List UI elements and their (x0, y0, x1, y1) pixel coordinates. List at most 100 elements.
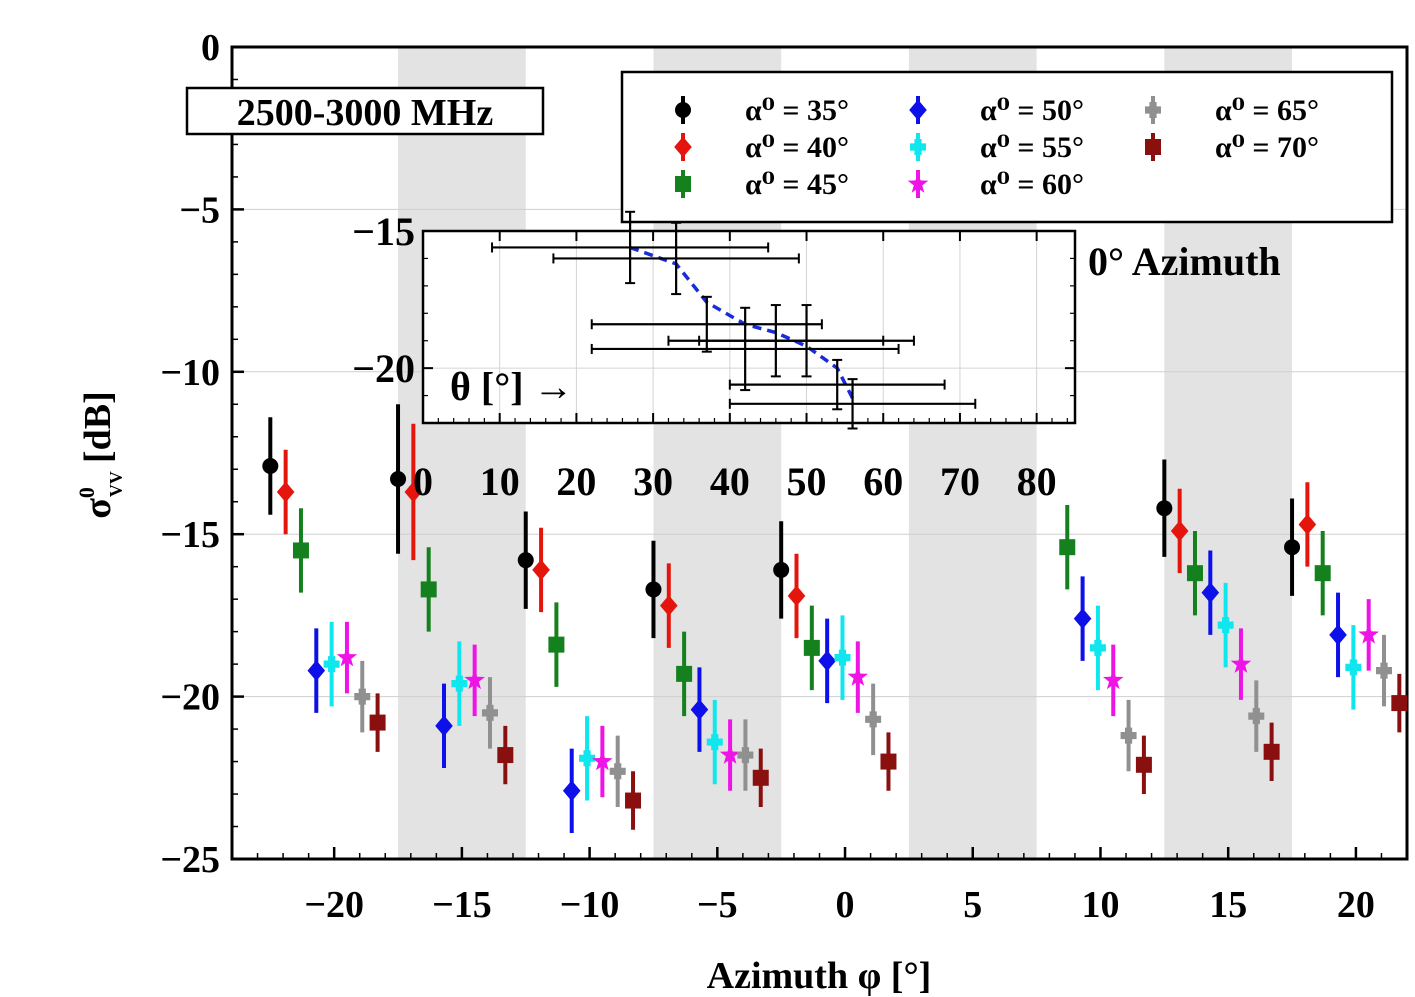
inset-frame (421, 229, 1077, 425)
data-point-marker (390, 470, 407, 487)
legend-label: α⁰ = 45° (745, 168, 849, 201)
data-point-marker (262, 457, 279, 474)
data-point-marker (847, 666, 869, 686)
data-point-marker (1135, 756, 1152, 773)
inset-data-point (491, 210, 770, 285)
x-tick-label: 0 (836, 884, 855, 926)
x-tick-label: 10 (1081, 884, 1119, 926)
data-point-marker (1103, 669, 1124, 690)
x-tick-label: −5 (697, 884, 738, 926)
inset-x-tick-label: 20 (556, 459, 596, 504)
data-point-marker (435, 715, 453, 737)
inset-y-tick-label: −15 (352, 209, 415, 254)
data-point-marker (803, 639, 820, 656)
legend-label: α⁰ = 60° (980, 168, 1084, 201)
inset-data-point (728, 358, 946, 411)
data-point-marker (609, 763, 626, 780)
legend-label: α⁰ = 35° (745, 94, 849, 127)
data-point-marker (497, 747, 514, 764)
data-point-marker (1186, 565, 1203, 582)
inset-x-tick-label: 80 (1017, 459, 1057, 504)
y-axis-label: σ0 VV [dB] (74, 391, 126, 518)
series-plus (354, 634, 1393, 808)
shaded-band (398, 47, 526, 859)
inset-data-point (728, 378, 977, 430)
data-point-marker (451, 675, 468, 692)
data-point-marker (1284, 539, 1301, 556)
data-point-marker (292, 542, 309, 559)
y-tick-label: −20 (160, 677, 220, 719)
data-point-marker (690, 699, 709, 720)
inset-fit-curve (629, 245, 855, 400)
series-layer (262, 404, 1408, 834)
legend-item: α⁰ = 60° (907, 168, 1084, 201)
legend-label: α⁰ = 55° (980, 131, 1084, 164)
data-point-marker (1145, 139, 1161, 155)
data-point-marker (404, 481, 423, 503)
y-label-symbol: σ (77, 498, 119, 519)
y-tick-label: 0 (201, 27, 220, 69)
inset-x-tick-label: 60 (863, 459, 903, 504)
x-tick-label: 20 (1337, 884, 1375, 926)
series-circle (262, 404, 1301, 639)
data-point-marker (909, 99, 927, 121)
data-point-marker (548, 636, 565, 653)
data-point-marker (1156, 500, 1173, 517)
inset-x-tick-label: 40 (710, 459, 750, 504)
data-point-marker (719, 744, 741, 764)
y-tick-label: −15 (160, 514, 220, 556)
data-point-marker (1263, 743, 1280, 760)
data-point-marker (1345, 659, 1362, 676)
x-tick-label: 15 (1209, 884, 1247, 926)
x-tick-label: −15 (432, 884, 492, 926)
data-point-marker (354, 688, 371, 705)
data-point-marker (323, 656, 340, 673)
band-label: 2500-3000 MHz (237, 92, 494, 134)
data-point-marker (1314, 565, 1331, 582)
data-point-marker (910, 139, 926, 155)
data-point-marker (369, 714, 386, 731)
data-point-marker (481, 704, 498, 721)
inset-x-tick-label: 0 (413, 459, 433, 504)
data-point-marker (336, 646, 358, 667)
data-point-marker (532, 559, 550, 581)
legend-label: α⁰ = 40° (745, 131, 849, 164)
data-point-marker (1391, 695, 1408, 712)
inset-chart: 0 10 20 30 40 50 60 70 80 −15 −20 θ [°] → (352, 209, 1077, 504)
legend-item: α⁰ = 40° (674, 131, 849, 164)
x-axis-label: Azimuth φ [°] (707, 955, 932, 997)
data-point-marker (1170, 520, 1189, 542)
data-point-marker (625, 792, 642, 809)
data-point-marker (865, 711, 882, 728)
inset-data-point (552, 221, 800, 296)
axis-ticks: −20 −15 −10 −5 0 5 10 15 20 0 −5 −10 −15 −20 −25 (160, 27, 1383, 926)
data-point-marker (1329, 624, 1347, 646)
data-point-marker (706, 734, 723, 751)
data-point-marker (787, 585, 806, 607)
series-diamond (276, 423, 1317, 648)
series-diamond (307, 550, 1347, 834)
inset-x-tick-label: 30 (633, 459, 673, 504)
legend-item: α⁰ = 65° (1145, 94, 1319, 127)
y-label-unit: [dB] (77, 391, 119, 463)
data-point-marker (420, 581, 437, 598)
data-point-marker (834, 649, 851, 666)
y-label-sup: 0 (74, 487, 99, 498)
inset-x-tick-label: 70 (940, 459, 980, 504)
y-tick-label: −5 (179, 189, 220, 231)
data-point-marker (592, 750, 613, 771)
data-point-marker (1358, 624, 1379, 644)
series-plus (323, 582, 1362, 801)
legend-item: α⁰ = 45° (675, 168, 849, 201)
data-point-marker (659, 595, 678, 617)
x-tick-label: 5 (963, 884, 982, 926)
legend-label: α⁰ = 70° (1215, 131, 1319, 164)
data-point-marker (1059, 539, 1076, 556)
series-square (369, 673, 1408, 830)
x-tick-label: −10 (560, 884, 620, 926)
inset-data-point (698, 304, 915, 378)
inset-data-point (590, 306, 900, 392)
data-point-marker (1248, 708, 1265, 725)
data-point-marker (1201, 582, 1220, 604)
